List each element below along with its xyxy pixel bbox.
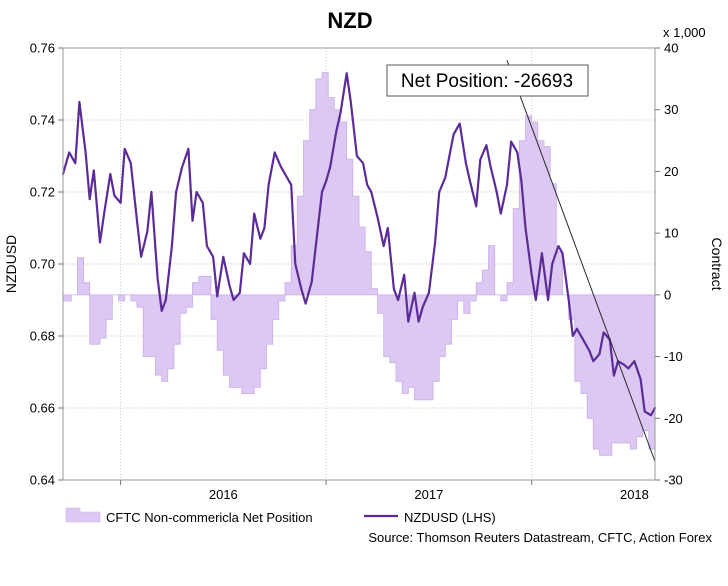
right-axis-label: Contract [709,238,725,291]
left-tick-label: 0.66 [30,401,55,416]
annotation-box [386,64,589,97]
right-tick-label: -30 [664,473,683,488]
nzdusd-line-layer [61,60,657,462]
chart-title: NZD [327,8,372,33]
right-axis-ticks: -30 -20 -10 0 10 20 30 40 [655,41,683,488]
right-tick-label: 20 [664,164,678,179]
left-axis-ticks: 0.64 0.66 0.68 0.70 0.72 0.74 0.76 [30,41,63,488]
left-tick-label: 0.76 [30,41,55,56]
right-tick-label: -10 [664,349,683,364]
legend-entry-nzdusd: NZDUSD (LHS) [364,510,496,525]
right-tick-label: 10 [664,226,678,241]
right-tick-label: 40 [664,41,678,56]
left-tick-label: 0.72 [30,185,55,200]
x-tick-label: 2017 [414,487,443,502]
source-note: Source: Thomson Reuters Datastream, CFTC… [368,530,712,545]
legend-label-net-position: CFTC Non-commericla Net Position [106,510,313,525]
legend-label-nzdusd: NZDUSD (LHS) [404,510,496,525]
left-tick-label: 0.74 [30,113,55,128]
legend-area-swatch [65,507,101,523]
x-axis-ticks: 2016 2017 2018 [120,480,649,502]
legend-entry-net-position: CFTC Non-commericla Net Position [65,507,313,525]
right-axis-multiplier: x 1,000 [663,25,706,40]
left-tick-label: 0.70 [30,257,55,272]
annotation-text: Net Position: -26693 [401,71,573,92]
left-tick-label: 0.64 [30,473,55,488]
x-tick-label: 2016 [209,487,238,502]
right-tick-label: 30 [664,102,678,117]
left-tick-label: 0.68 [30,329,55,344]
left-axis-label: NZDUSD [3,235,19,293]
nzdusd-line [61,72,657,417]
x-tick-label: 2018 [620,487,649,502]
annotation-callout: Net Position: -26693 [386,64,589,97]
trendline [506,60,656,462]
right-tick-label: -20 [664,411,683,426]
right-tick-label: 0 [664,287,671,302]
legend: CFTC Non-commericla Net Position NZDUSD … [65,507,496,525]
